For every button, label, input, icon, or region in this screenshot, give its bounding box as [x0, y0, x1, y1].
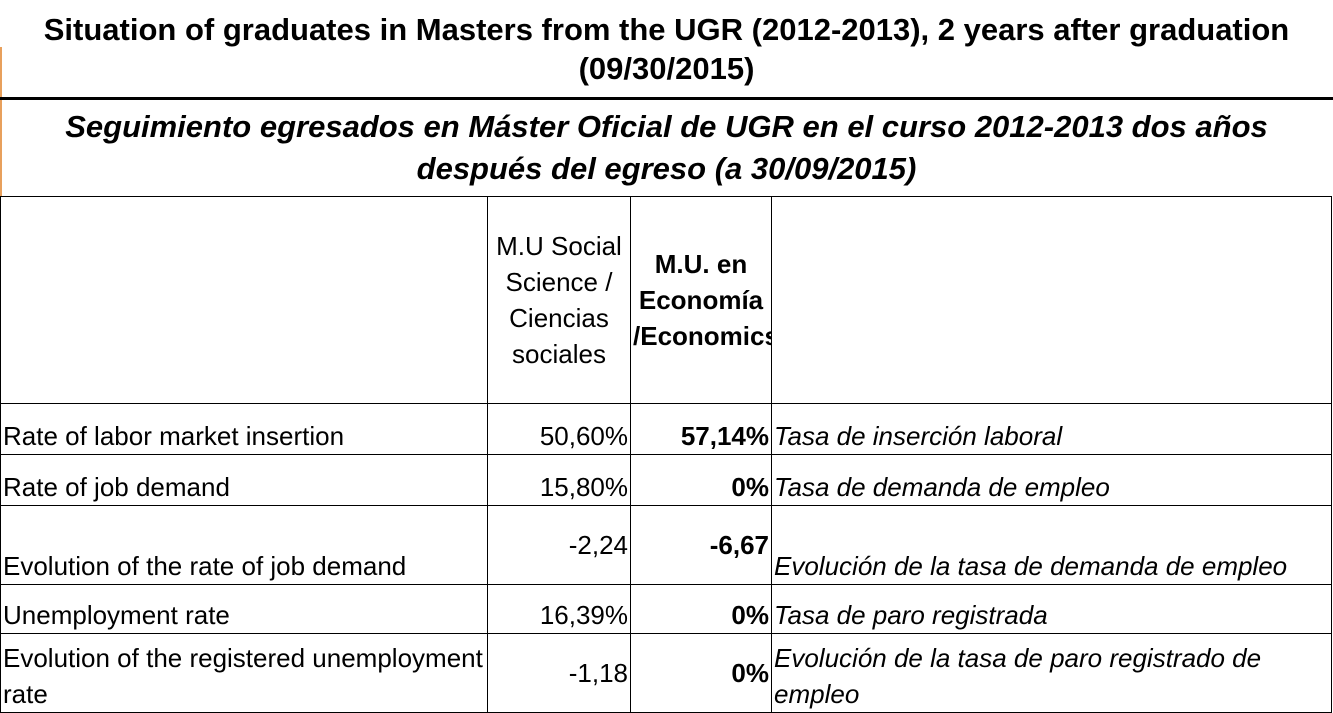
title-english: Situation of graduates in Masters from t… — [43, 11, 1290, 86]
row-value-economics: 0% — [630, 633, 772, 713]
row-value-social: 16,39% — [487, 584, 631, 634]
table-header-row: M.U Social Science / Ciencias sociales M… — [0, 196, 1332, 404]
row-label-es: Evolución de la tasa de demanda de emple… — [771, 505, 1332, 585]
header-economics: M.U. en Economía /Economics — [630, 196, 772, 404]
row-label-es: Tasa de inserción laboral — [771, 403, 1332, 455]
row-label-es: Evolución de la tasa de paro registrado … — [771, 633, 1332, 713]
title-divider — [0, 97, 1333, 100]
row-value-social: 50,60% — [487, 403, 631, 455]
row-value-economics: -6,67 — [630, 505, 772, 585]
table-row: Evolution of the registered unemployment… — [0, 633, 1332, 713]
row-label-es: Tasa de demanda de empleo — [771, 454, 1332, 506]
row-label-en: Evolution of the rate of job demand — [0, 505, 488, 585]
row-label-en: Evolution of the registered unemployment… — [0, 633, 488, 713]
table-row: Evolution of the rate of job demand -2,2… — [0, 505, 1332, 585]
row-label-en: Rate of job demand — [0, 454, 488, 506]
header-cell-empty-left — [0, 196, 488, 404]
graduates-table: M.U Social Science / Ciencias sociales M… — [0, 196, 1332, 713]
row-value-economics: 0% — [630, 454, 772, 506]
row-label-en: Rate of labor market insertion — [0, 403, 488, 455]
table-row: Unemployment rate 16,39% 0% Tasa de paro… — [0, 584, 1332, 634]
row-value-social: -1,18 — [487, 633, 631, 713]
row-value-social: 15,80% — [487, 454, 631, 506]
row-label-es: Tasa de paro registrada — [771, 584, 1332, 634]
title-spanish: Seguimiento egresados en Máster Oficial … — [65, 108, 1268, 186]
table-row: Rate of job demand 15,80% 0% Tasa de dem… — [0, 454, 1332, 506]
header-social-science: M.U Social Science / Ciencias sociales — [487, 196, 631, 404]
row-label-en: Unemployment rate — [0, 584, 488, 634]
accent-line — [0, 47, 2, 197]
row-value-economics: 0% — [630, 584, 772, 634]
header-cell-empty-right — [771, 196, 1332, 404]
row-value-social: -2,24 — [487, 505, 631, 585]
table-row: Rate of labor market insertion 50,60% 57… — [0, 403, 1332, 455]
row-value-economics: 57,14% — [630, 403, 772, 455]
